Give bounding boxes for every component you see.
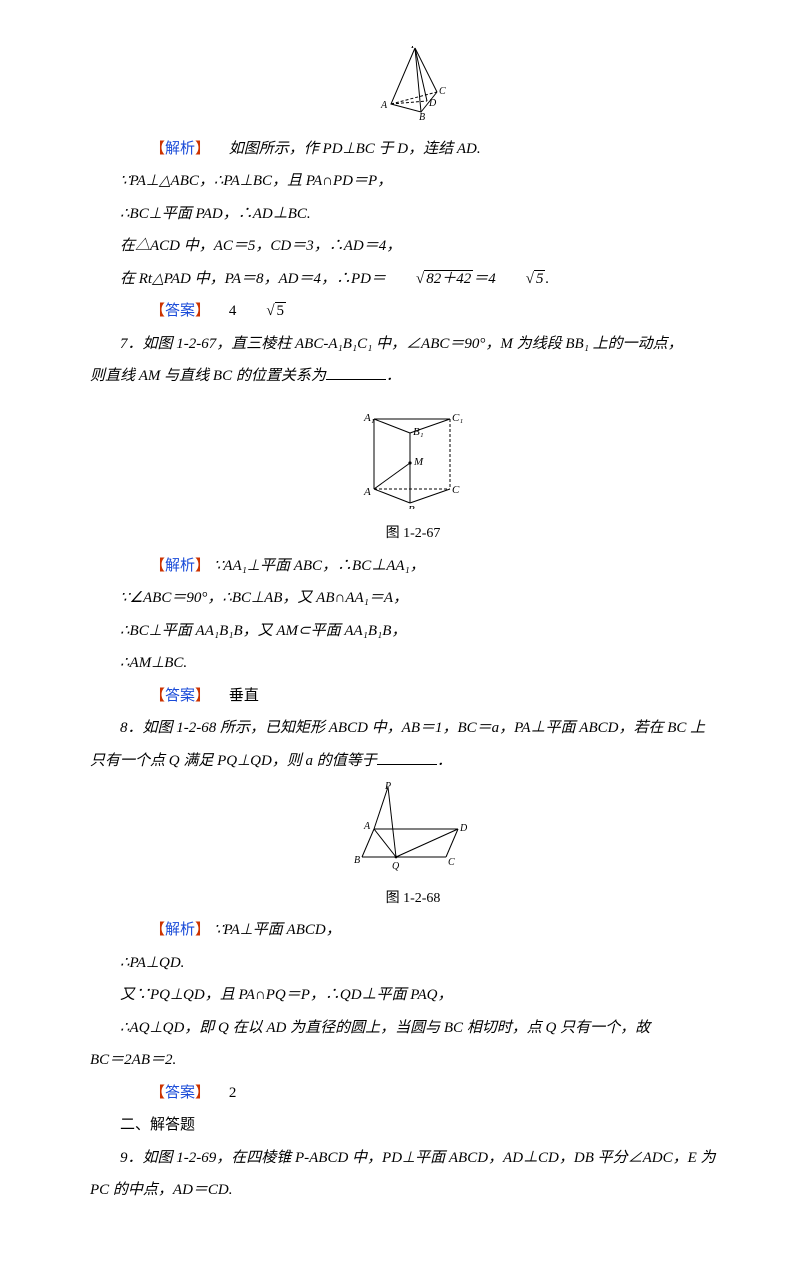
- svg-text:B: B: [408, 504, 415, 509]
- caption-1-2-68: 图 1-2-68: [90, 886, 736, 913]
- caption-1-2-67: 图 1-2-67: [90, 521, 736, 548]
- sol7-analysis: 【解析】 ∵AA₁⊥平面 ABC，∴BC⊥AA₁，: [90, 552, 736, 581]
- svg-text:B: B: [354, 855, 360, 866]
- sol8-l4: ∴AQ⊥QD，即 Q 在以 AD 为直径的圆上，当圆与 BC 相切时，点 Q 只…: [90, 1014, 736, 1043]
- q7-blank: [326, 367, 386, 380]
- svg-text:C: C: [448, 857, 455, 868]
- q8-blank: [377, 752, 437, 765]
- q9-line2: PC 的中点，AD＝CD.: [90, 1176, 736, 1205]
- label-D: D: [428, 98, 437, 109]
- svg-text:M: M: [413, 456, 424, 468]
- svg-text:Q: Q: [392, 861, 400, 872]
- sol1-l2: ∴BC⊥平面 PAD，∴AD⊥BC.: [90, 200, 736, 229]
- figure-1-2-68: P A D B C Q 图 1-2-68: [90, 781, 736, 912]
- sol1-l4: 在 Rt△PAD 中，PA＝8，AD＝4，∴PD＝√82＋42＝4√5.: [90, 265, 736, 294]
- sol7-l3: ∴BC⊥平面 AA₁B₁B，又 AM⊂平面 AA₁B₁B，: [90, 617, 736, 646]
- sol1-l0: 如图所示，作 PD⊥BC 于 D，连结 AD.: [214, 141, 481, 157]
- sol1-l1: ∵PA⊥△ABC，∴PA⊥BC，且 PA∩PD＝P，: [90, 167, 736, 196]
- svg-text:C₁: C₁: [452, 412, 463, 424]
- svg-text:C: C: [452, 484, 460, 496]
- answer-1: 【答案】 4√5: [90, 297, 736, 326]
- figure-1-2-67-svg: A₁ C₁ B₁ A C B M: [358, 397, 468, 509]
- tag-analysis-7: 【解析】: [120, 552, 210, 581]
- tag-answer: 【答案】: [120, 297, 210, 326]
- q8-line2: 只有一个点 Q 满足 PQ⊥QD，则 a 的值等于．: [90, 747, 736, 776]
- q7-line1: 7．如图 1-2-67，直三棱柱 ABC-A₁B₁C₁ 中，∠ABC＝90°，M…: [90, 330, 736, 359]
- section-2-heading: 二、解答题: [90, 1111, 736, 1140]
- q8-line1: 8．如图 1-2-68 所示，已知矩形 ABCD 中，AB＝1，BC＝a，PA⊥…: [90, 714, 736, 743]
- figure-top-svg: P A B C D: [371, 46, 455, 120]
- tag-answer-8: 【答案】: [120, 1079, 210, 1108]
- svg-text:A: A: [363, 821, 371, 832]
- tag-analysis-8: 【解析】: [120, 916, 210, 945]
- sol1-l3: 在△ACD 中，AC＝5，CD＝3，∴AD＝4，: [90, 232, 736, 261]
- sol7-l4: ∴AM⊥BC.: [90, 649, 736, 678]
- label-C: C: [439, 86, 446, 97]
- label-B: B: [419, 112, 425, 120]
- answer-7: 【答案】 垂直: [90, 682, 736, 711]
- sol8-analysis: 【解析】 ∵PA⊥平面 ABCD，: [90, 916, 736, 945]
- svg-text:P: P: [384, 781, 391, 792]
- answer-8: 【答案】 2: [90, 1079, 736, 1108]
- svg-text:A₁: A₁: [363, 412, 375, 424]
- page: P A B C D 【解析】 如图所示，作 PD⊥BC 于 D，连结 AD. ∵…: [0, 0, 800, 1269]
- tag-answer-7: 【答案】: [120, 682, 210, 711]
- sol8-l3: 又∵PQ⊥QD，且 PA∩PQ＝P，∴QD⊥平面 PAQ，: [90, 981, 736, 1010]
- figure-1-2-67: A₁ C₁ B₁ A C B M 图 1-2-67: [90, 397, 736, 548]
- figure-top: P A B C D: [90, 46, 736, 131]
- q9-line1: 9．如图 1-2-69，在四棱锥 P-ABCD 中，PD⊥平面 ABCD，AD⊥…: [90, 1144, 736, 1173]
- sol8-l2: ∴PA⊥QD.: [90, 949, 736, 978]
- figure-1-2-68-svg: P A D B C Q: [348, 781, 478, 873]
- q7-line2: 则直线 AM 与直线 BC 的位置关系为．: [90, 362, 736, 391]
- label-A: A: [380, 100, 388, 111]
- analysis-line: 【解析】 如图所示，作 PD⊥BC 于 D，连结 AD.: [90, 135, 736, 164]
- tag-analysis: 【解析】: [120, 135, 210, 164]
- label-P: P: [410, 46, 417, 51]
- sol7-l2: ∵∠ABC＝90°，∴BC⊥AB，又 AB∩AA₁＝A，: [90, 584, 736, 613]
- svg-text:A: A: [363, 486, 371, 498]
- svg-text:B₁: B₁: [413, 426, 424, 438]
- svg-text:D: D: [459, 823, 468, 834]
- sol8-l5: BC＝2AB＝2.: [90, 1046, 736, 1075]
